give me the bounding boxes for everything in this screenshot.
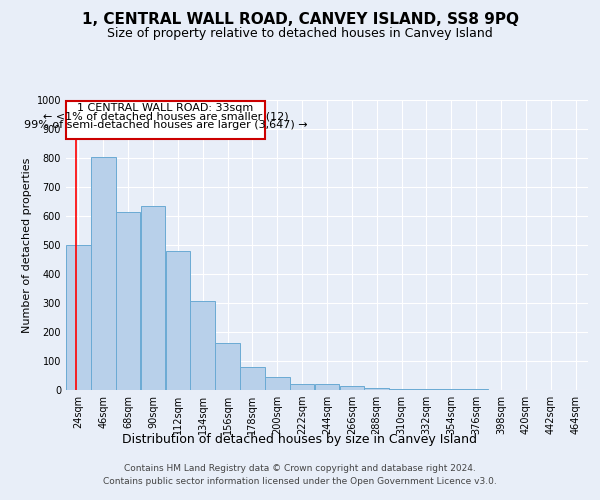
Bar	[215, 342, 240, 390]
Bar	[414, 389, 439, 390]
Text: Contains public sector information licensed under the Open Government Licence v3: Contains public sector information licen…	[103, 478, 497, 486]
Bar	[389, 388, 414, 390]
Text: Size of property relative to detached houses in Canvey Island: Size of property relative to detached ho…	[107, 28, 493, 40]
Text: 1, CENTRAL WALL ROAD, CANVEY ISLAND, SS8 9PQ: 1, CENTRAL WALL ROAD, CANVEY ISLAND, SS8…	[82, 12, 518, 28]
Bar	[91, 156, 116, 390]
Bar	[66, 245, 91, 390]
Bar	[140, 206, 166, 390]
Bar	[364, 388, 389, 390]
Bar	[290, 384, 314, 390]
Text: 1 CENTRAL WALL ROAD: 33sqm: 1 CENTRAL WALL ROAD: 33sqm	[77, 104, 254, 114]
Y-axis label: Number of detached properties: Number of detached properties	[22, 158, 32, 332]
Bar	[314, 384, 340, 390]
FancyBboxPatch shape	[66, 100, 265, 139]
Bar	[166, 252, 190, 390]
Bar	[190, 300, 215, 390]
Bar	[340, 386, 364, 390]
Bar	[265, 377, 290, 390]
Bar	[116, 212, 140, 390]
Text: Contains HM Land Registry data © Crown copyright and database right 2024.: Contains HM Land Registry data © Crown c…	[124, 464, 476, 473]
Bar	[240, 368, 265, 390]
Text: ← <1% of detached houses are smaller (12): ← <1% of detached houses are smaller (12…	[43, 112, 288, 122]
Text: 99% of semi-detached houses are larger (3,647) →: 99% of semi-detached houses are larger (…	[23, 120, 307, 130]
Text: Distribution of detached houses by size in Canvey Island: Distribution of detached houses by size …	[122, 432, 478, 446]
